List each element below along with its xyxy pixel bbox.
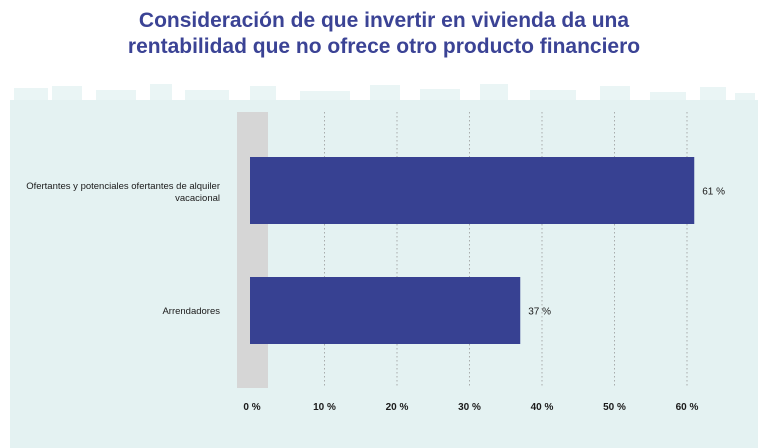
x-tick-label-30: 30 % (458, 402, 481, 413)
zero-highlight-band (237, 112, 268, 388)
skyline-block (250, 86, 276, 100)
value-label-0: 61 % (702, 187, 725, 198)
bars (250, 157, 695, 344)
skyline-block (735, 93, 755, 100)
category-label-arrendadores: Arrendadores (162, 306, 220, 317)
panel-rect (10, 100, 758, 448)
value-label-1: 37 % (528, 307, 551, 318)
bar-0 (250, 157, 695, 224)
x-tick-label-20: 20 % (386, 402, 409, 413)
skyline-block (96, 90, 136, 100)
skyline-block (150, 84, 172, 100)
skyline-block (14, 88, 48, 100)
background-panel (10, 84, 758, 448)
chart-title-line-2: rentabilidad que no ofrece otro producto… (127, 35, 641, 58)
skyline-block (185, 90, 229, 100)
x-tick-label-50: 50 % (603, 402, 626, 413)
x-tick-label-10: 10 % (313, 402, 336, 413)
skyline-block (700, 87, 726, 100)
chart-title-line-1: Consideración de que invertir en viviend… (138, 9, 630, 32)
x-tick-label-60: 60 % (676, 402, 699, 413)
skyline-block (52, 86, 82, 100)
skyline-block (650, 92, 686, 100)
value-labels: 61 % 37 % (528, 187, 725, 318)
bar-1 (250, 277, 521, 344)
skyline-block (530, 90, 576, 100)
category-label-ofertantes: Ofertantes y potenciales ofertantes de a… (26, 181, 220, 204)
skyline-block (420, 89, 460, 100)
x-tick-label-0: 0 % (243, 402, 260, 413)
zero-band-rect (237, 112, 268, 388)
chart-title: Consideración de que invertir en viviend… (0, 8, 768, 60)
x-axis-ticks: 0 % 10 % 20 % 30 % 40 % 50 % 60 % (243, 402, 698, 413)
skyline-block (480, 84, 508, 100)
skyline-block (370, 85, 400, 100)
skyline-block (600, 86, 630, 100)
x-tick-label-40: 40 % (531, 402, 554, 413)
skyline-block (300, 91, 350, 100)
